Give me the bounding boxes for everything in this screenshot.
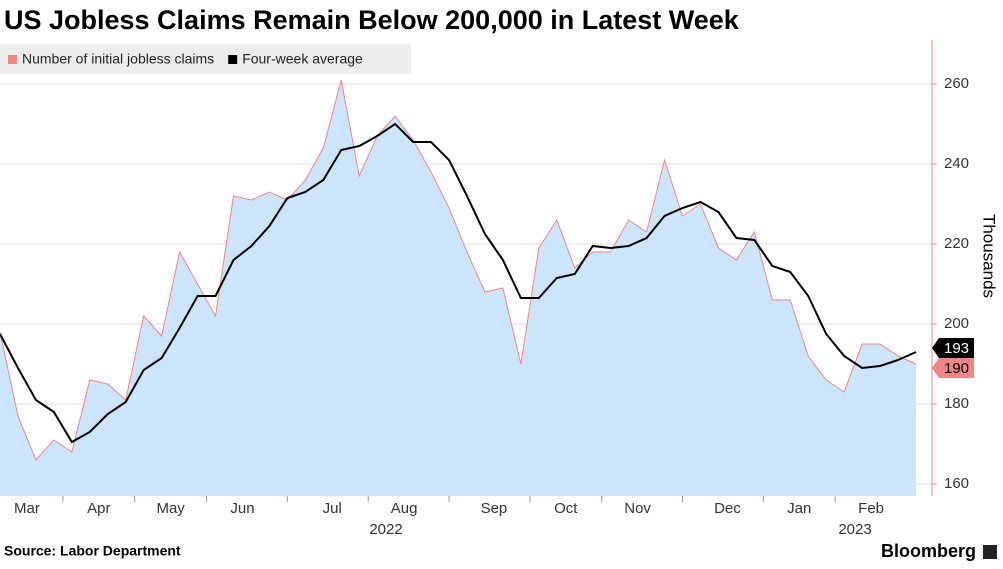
end-label: 190 — [944, 360, 969, 377]
x-tick-label: Mar — [14, 500, 40, 517]
y-axis-label: Thousands — [980, 214, 999, 298]
y-tick-label: 180 — [944, 395, 969, 412]
brand-icon — [983, 545, 997, 559]
line — [0, 122, 917, 444]
end-tag — [932, 358, 974, 378]
x-tick-label: Jun — [230, 500, 254, 517]
x-tick-label: May — [156, 500, 185, 517]
brand: Bloomberg — [881, 541, 976, 561]
year-label: 2023 — [838, 521, 871, 538]
x-tick-label: Feb — [858, 500, 884, 517]
x-tick-label: Sep — [481, 500, 508, 517]
x-tick-label: Jan — [787, 500, 811, 517]
line — [0, 79, 917, 461]
legend-label: Four-week average — [242, 51, 363, 67]
y-tick-label: 160 — [944, 475, 969, 492]
x-tick-label: Oct — [554, 500, 578, 517]
source: Source: Labor Department — [4, 543, 181, 559]
end-label: 193 — [944, 340, 969, 357]
legend-swatch — [8, 55, 17, 64]
x-tick-label: Apr — [87, 500, 110, 517]
x-tick-label: Aug — [391, 500, 418, 517]
x-tick-label: Nov — [624, 500, 651, 517]
x-tick-label: Jul — [323, 500, 342, 517]
y-tick-label: 240 — [944, 155, 969, 172]
y-tick-label: 260 — [944, 75, 969, 92]
y-tick-label: 220 — [944, 235, 969, 252]
year-label: 2022 — [369, 521, 402, 538]
legend-swatch — [228, 55, 238, 64]
y-tick-label: 200 — [944, 315, 969, 332]
chart-title: US Jobless Claims Remain Below 200,000 i… — [4, 5, 740, 35]
area — [0, 80, 916, 496]
legend-box — [0, 44, 411, 74]
x-tick-label: Dec — [714, 500, 741, 517]
end-tag — [932, 338, 974, 358]
legend-label: Number of initial jobless claims — [22, 51, 214, 67]
